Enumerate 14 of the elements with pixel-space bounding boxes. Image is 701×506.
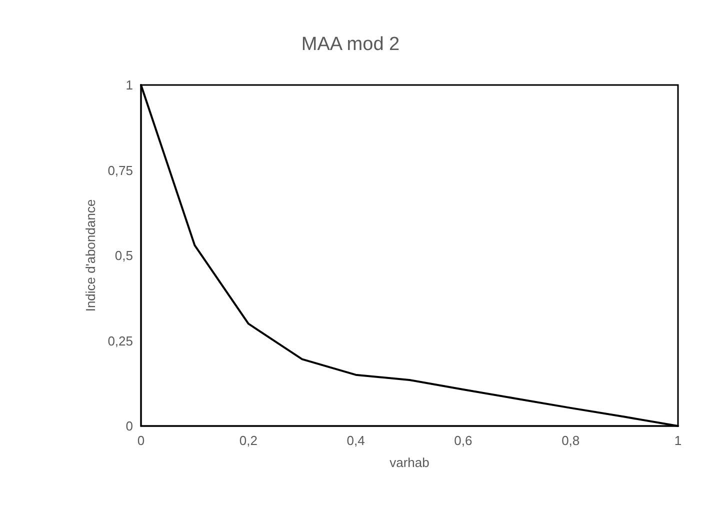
x-tick-label: 1 [674,433,682,448]
x-tick-label: 0,4 [346,433,365,448]
y-tick-label: 0 [126,418,133,434]
x-tick-label: 0,6 [454,433,472,448]
x-tick-label: 0,2 [239,433,258,448]
x-tick-label: 0 [137,433,145,448]
chart-title: MAA mod 2 [301,34,400,55]
x-tick-label: 0,8 [562,433,580,448]
y-tick-label: 0,25 [108,333,133,348]
y-axis-title: Indice d'abondance [82,199,98,312]
y-tick-label: 0,5 [114,248,133,263]
y-tick-label: 1 [126,78,133,92]
y-tick-label: 0,75 [108,162,133,178]
x-axis-title: varhab [390,455,430,470]
